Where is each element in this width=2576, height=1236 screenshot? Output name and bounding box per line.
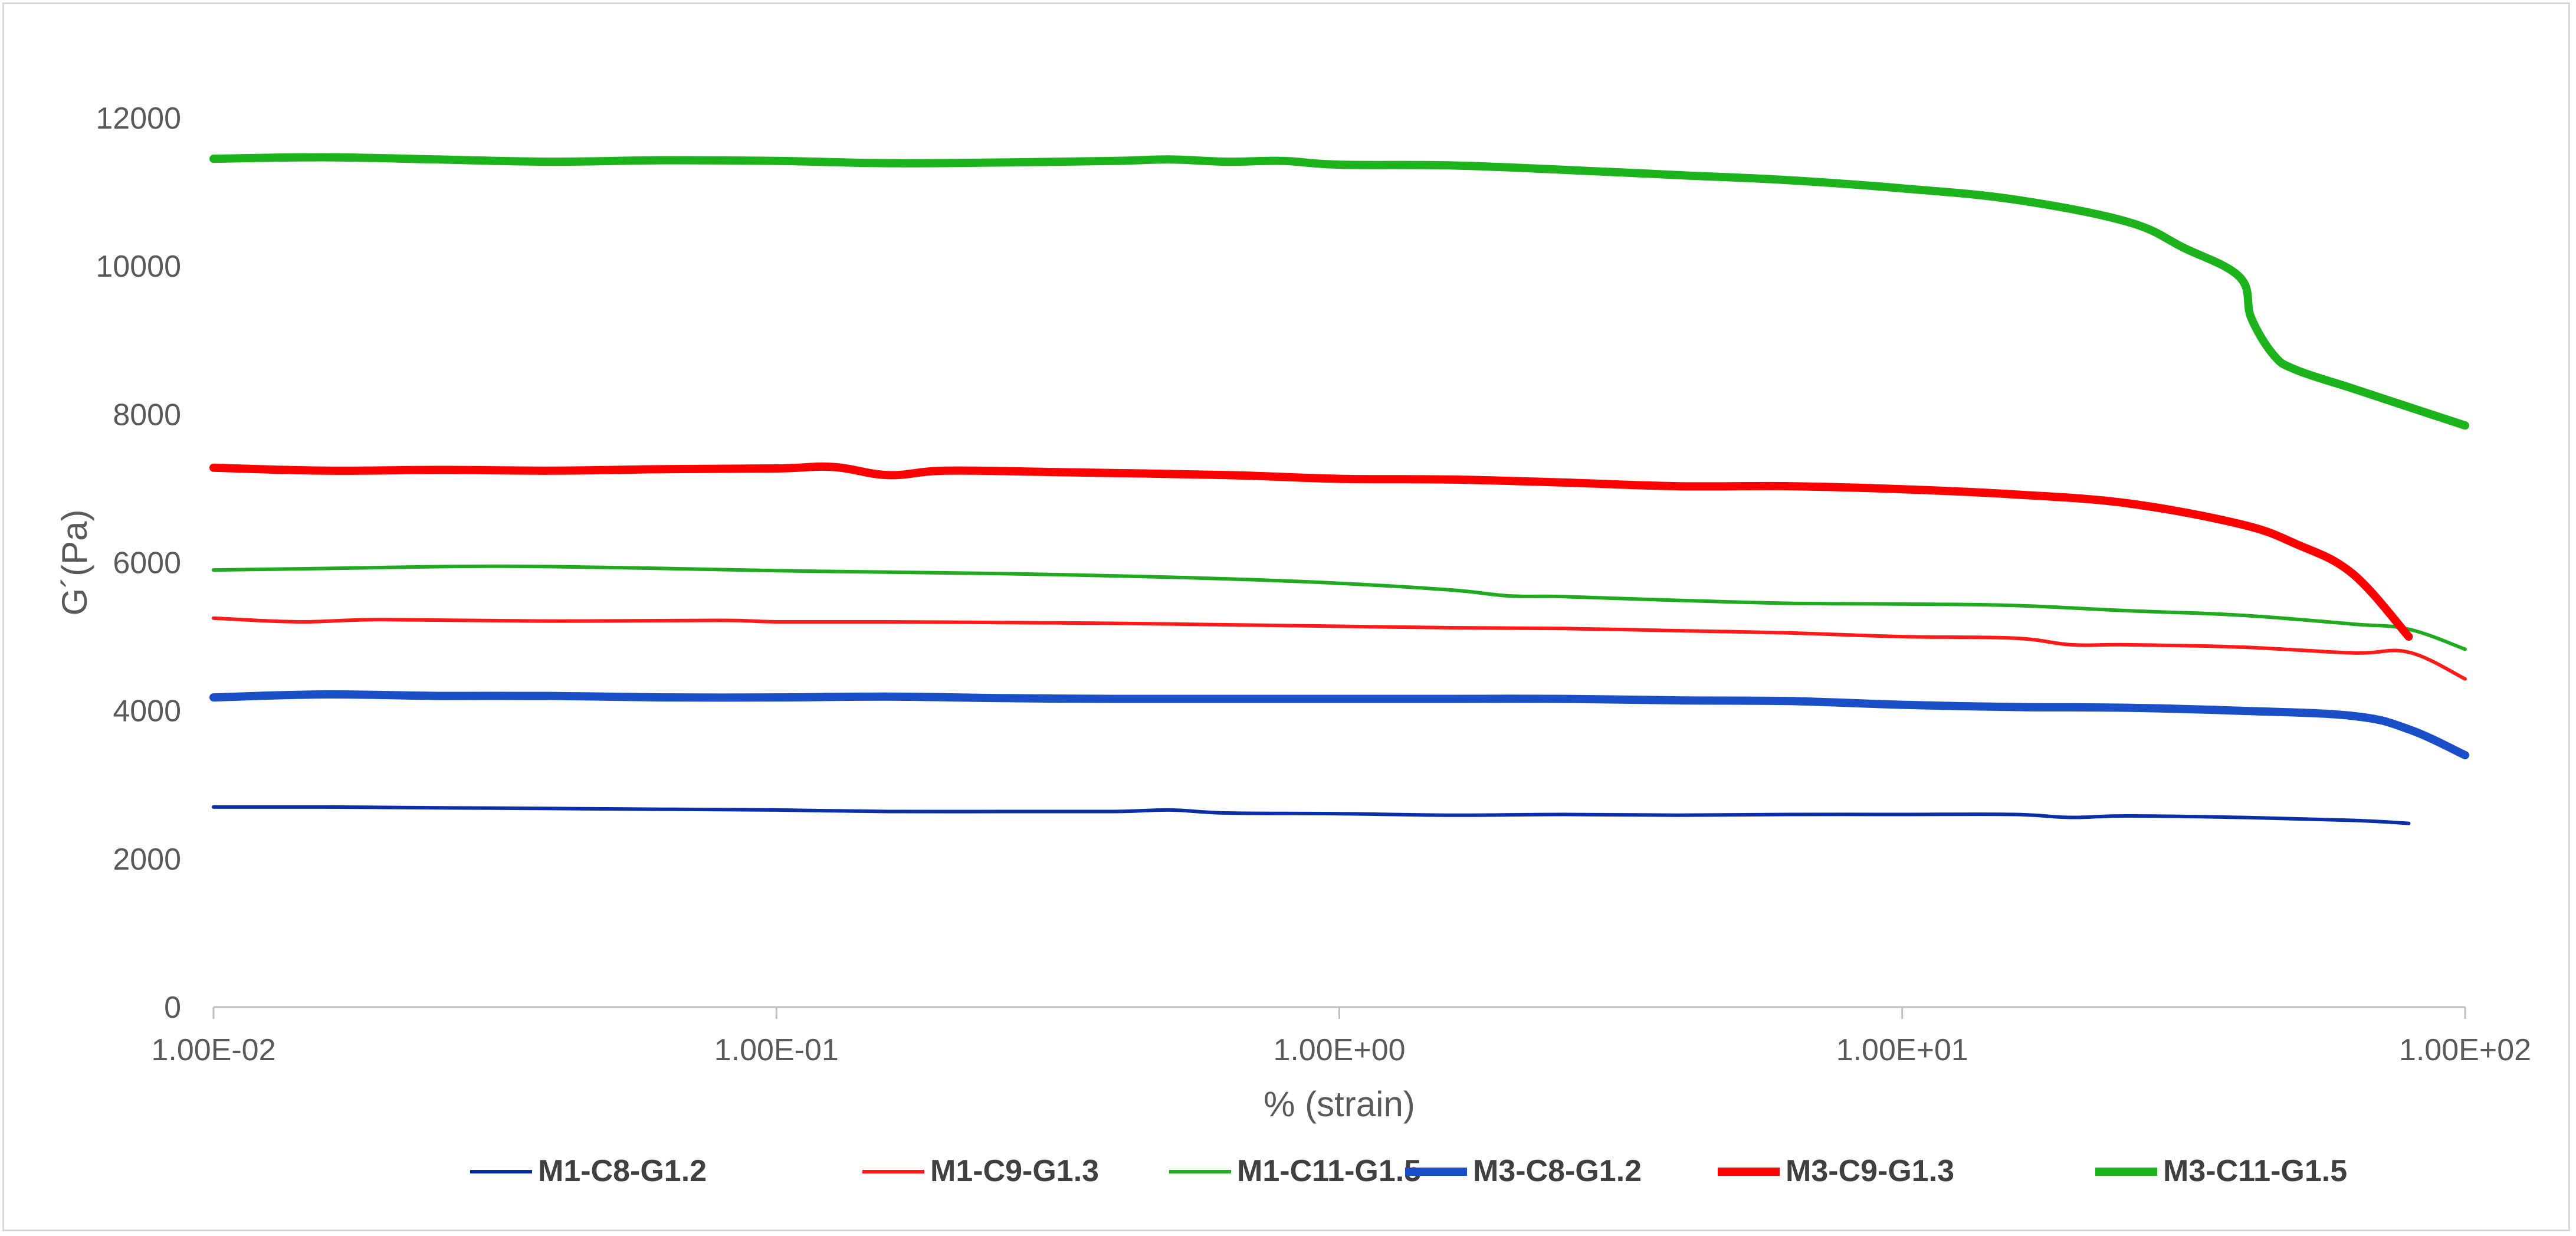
- legend-label: M3-C8-G1.2: [1473, 1154, 1642, 1188]
- x-tick-label: 1.00E+00: [1273, 1033, 1405, 1067]
- y-tick-label: 0: [164, 991, 181, 1025]
- legend: M1-C8-G1.2 M1-C9-G1.3 M1-C11-G1.5 M3-C8-G1.…: [470, 1154, 2347, 1188]
- series-line-m3-c11-g1.5: [209, 153, 2469, 430]
- y-tick-label: 2000: [113, 842, 181, 877]
- legend-label: M3-C9-G1.3: [1786, 1154, 1954, 1188]
- legend-label: M1-C11-G1.5: [1237, 1154, 1421, 1188]
- y-axis-title: G´(Pa): [55, 510, 94, 616]
- x-tick-label: 1.00E+02: [2399, 1033, 2531, 1067]
- y-tick-label: 8000: [113, 398, 181, 432]
- x-axis-ticks: 1.00E-02 1.00E-01 1.00E+00 1.00E+01 1.00E+02: [151, 1007, 2531, 1067]
- y-tick-label: 12000: [96, 101, 181, 136]
- y-tick-label: 6000: [113, 546, 181, 581]
- x-tick-label: 1.00E-02: [151, 1033, 275, 1067]
- legend-label: M3-C11-G1.5: [2163, 1154, 2347, 1188]
- y-tick-label: 10000: [96, 250, 181, 284]
- y-tick-label: 4000: [113, 694, 181, 729]
- x-tick-label: 1.00E+01: [1836, 1033, 1968, 1067]
- series-line-m3-c9-g1.3: [209, 462, 2413, 641]
- series-line-m1-c11-g1.5: [212, 564, 2467, 651]
- series-line-m1-c8-g1.2: [212, 805, 2411, 825]
- x-axis-title: % (strain): [1264, 1084, 1415, 1124]
- series-line-m3-c8-g1.2: [209, 690, 2469, 759]
- legend-label: M1-C8-G1.2: [538, 1154, 707, 1188]
- x-tick-label: 1.00E-01: [714, 1033, 839, 1067]
- series-layer: [209, 153, 2469, 825]
- y-axis-ticks: 0 2000 4000 6000 8000 10000 12000: [96, 101, 181, 1025]
- series-line-m1-c9-g1.3: [212, 616, 2467, 681]
- legend-label: M1-C9-G1.3: [930, 1154, 1099, 1188]
